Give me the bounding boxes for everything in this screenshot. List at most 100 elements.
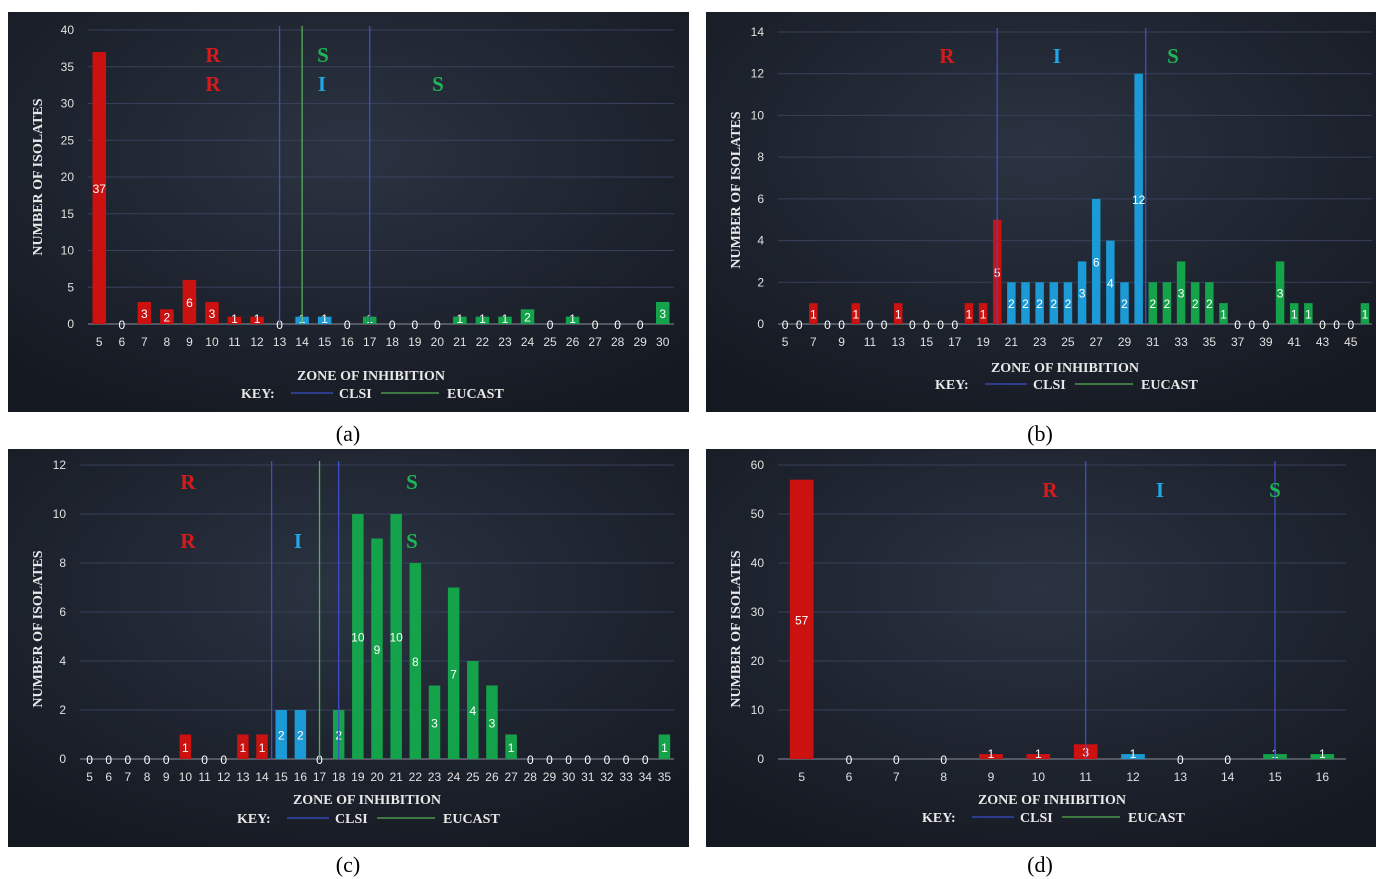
bar [1219,303,1228,324]
y-tick-label: 4 [757,234,764,248]
x-tick-label: 15 [920,335,934,349]
x-tick-label: 8 [144,770,151,784]
data-label: 1 [479,312,486,326]
bar [1077,261,1087,324]
caption-a: (a) [318,421,378,447]
chart-panel-b: 0246810121400100100100001152222236421222… [706,12,1376,412]
data-label: 3 [1079,287,1086,301]
data-label: 0 [125,753,132,767]
data-label: 0 [565,753,572,767]
x-tick-label: 37 [1231,335,1245,349]
caption-b-text: (b) [1027,421,1053,446]
y-tick-label: 50 [751,507,765,521]
data-label: 1 [966,308,973,322]
zone-label-s: S [1167,44,1179,68]
x-axis-title: ZONE OF INHIBITION [293,793,441,808]
bar [520,309,535,324]
y-tick-label: 0 [757,317,764,331]
x-tick-label: 6 [118,335,125,349]
data-label: 1 [988,747,995,761]
data-label: 0 [389,318,396,332]
x-tick-label: 23 [1033,335,1047,349]
legend-key-label: KEY: [922,811,956,826]
bar [1035,282,1044,324]
data-label: 0 [867,318,874,332]
x-tick-label: 23 [428,770,442,784]
data-label: 2 [524,311,531,325]
bar [1148,282,1158,324]
x-axis-title: ZONE OF INHIBITION [978,793,1126,808]
bar [475,316,490,324]
caption-b: (b) [1010,421,1070,447]
data-label: 12 [1132,193,1146,207]
x-tick-label: 43 [1316,335,1330,349]
x-tick-label: 5 [782,335,789,349]
bar [978,303,988,324]
bar [137,301,152,324]
data-label: 1 [1305,308,1312,322]
data-label: 3 [141,307,148,321]
bar [275,710,287,759]
bar [1310,754,1335,759]
data-label: 0 [547,318,554,332]
y-tick-label: 2 [59,703,66,717]
data-label: 0 [1263,318,1270,332]
data-label: 57 [795,613,809,627]
data-label: 2 [1036,297,1043,311]
y-tick-label: 4 [59,654,66,668]
x-tick-label: 22 [476,335,490,349]
data-label: 0 [1224,753,1231,767]
bar [565,316,580,324]
zone-label-s: S [317,43,329,67]
data-label: 0 [893,753,900,767]
chart-panel-d: 0102030405060570001131001156789101112131… [706,449,1376,847]
bar [250,316,264,324]
data-label: 3 [431,716,438,730]
x-tick-label: 14 [255,770,269,784]
x-tick-label: 6 [846,770,853,784]
data-label: 0 [951,318,958,332]
zone-label-i: I [1156,478,1164,502]
legend-clsi-label: CLSI [1020,811,1053,826]
x-tick-label: 9 [163,770,170,784]
x-tick-label: 21 [1005,335,1019,349]
y-tick-label: 20 [61,170,75,184]
x-tick-label: 27 [588,335,602,349]
zone-label-i: I [318,72,326,96]
y-tick-label: 20 [751,654,765,668]
x-tick-label: 25 [466,770,480,784]
legend-clsi-label: CLSI [1033,378,1066,393]
bar [1162,282,1172,324]
x-tick-label: 26 [566,335,580,349]
bar [160,309,174,324]
bar [1120,282,1129,324]
x-tick-label: 27 [1090,335,1104,349]
bar [227,316,242,324]
data-label: 1 [1291,308,1298,322]
data-label: 0 [584,753,591,767]
legend-clsi-label: CLSI [339,387,372,402]
x-tick-label: 26 [485,770,499,784]
bar [979,754,1003,759]
zone-label-i: I [294,529,302,553]
data-label: 0 [1177,753,1184,767]
legend-eucast-label: EUCAST [443,812,500,827]
data-label: 1 [1220,308,1227,322]
data-label: 1 [240,741,247,755]
x-tick-label: 21 [453,335,467,349]
bar [205,301,219,324]
y-tick-label: 2 [757,275,764,289]
data-label: 2 [1206,297,1213,311]
data-label: 0 [276,318,283,332]
data-label: 1 [1130,747,1137,761]
caption-d: (d) [1010,852,1070,878]
data-label: 9 [374,643,381,657]
bar [1121,754,1145,759]
bar [658,734,671,759]
bar [317,316,332,324]
data-label: 1 [852,308,859,322]
x-tick-label: 17 [363,335,377,349]
x-tick-label: 28 [611,335,625,349]
data-label: 0 [782,318,789,332]
data-label: 10 [351,631,365,645]
